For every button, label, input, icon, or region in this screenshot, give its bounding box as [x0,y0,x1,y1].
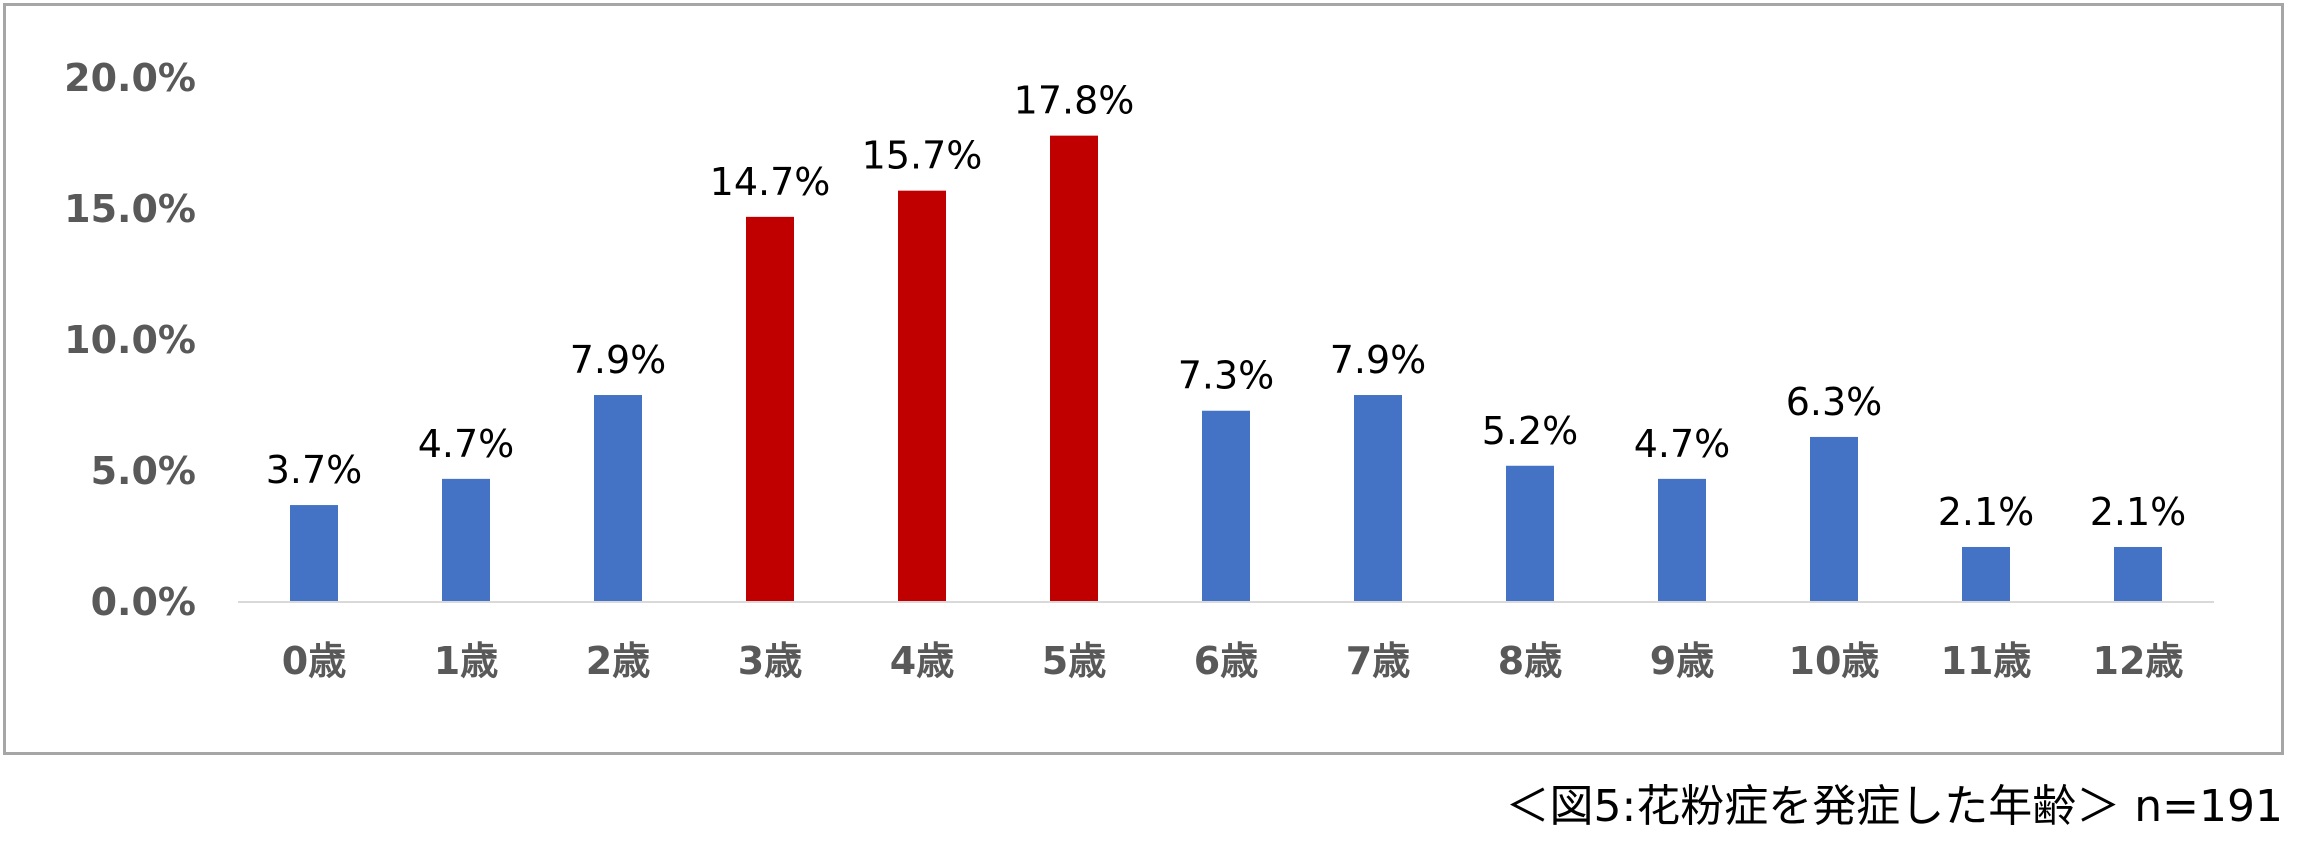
bar [1810,436,1858,602]
data-label: 3.7% [266,448,363,492]
y-axis-ticks: 0.0% 5.0% 10.0% 15.0% 20.0% [64,56,196,624]
data-label: 7.9% [570,338,667,382]
bar [898,190,946,602]
y-tick-label: 20.0% [64,56,196,100]
data-labels: 3.7% 4.7% 7.9% 14.7% 15.7% 17.8% 7.3% 7.9% 5.2% 4… [266,79,2187,534]
figure-caption: ＜図5:花粉症を発症した年齢＞ n=191 [1505,781,2283,832]
data-label: 4.7% [1634,422,1731,466]
x-tick-label: 3歳 [738,639,802,683]
bar [1658,478,1706,602]
bar [746,216,794,603]
x-tick-label: 5歳 [1042,639,1106,683]
data-label: 4.7% [418,422,515,466]
bar [1354,395,1402,602]
bars [290,135,2162,603]
y-tick-label: 10.0% [64,318,196,362]
x-tick-label: 4歳 [890,639,954,683]
bar-chart: 0.0% 5.0% 10.0% 15.0% 20.0% 3.7% 4.7% 7.9% 14.7… [64,56,2214,683]
x-tick-label: 10歳 [1789,639,1880,683]
x-tick-label: 12歳 [2093,639,2184,683]
data-label: 17.8% [1014,79,1135,123]
data-label: 14.7% [710,160,831,204]
bar [1202,410,1250,602]
y-tick-label: 15.0% [64,187,196,231]
bar [290,505,338,602]
data-label: 15.7% [862,134,983,178]
y-tick-label: 0.0% [91,580,196,624]
x-tick-label: 2歳 [586,639,650,683]
x-tick-label: 11歳 [1941,639,2032,683]
bar [1050,135,1098,602]
x-tick-label: 1歳 [434,639,498,683]
x-tick-label: 7歳 [1346,639,1410,683]
chart-frame: 0.0% 5.0% 10.0% 15.0% 20.0% 3.7% 4.7% 7.9% 14.7… [3,3,2284,755]
bar [442,478,490,602]
x-axis-ticks: 0歳 1歳 2歳 3歳 4歳 5歳 6歳 7歳 8歳 9歳 10歳 11歳 12歳 [282,639,2184,683]
data-label: 7.3% [1178,354,1275,398]
bar [594,395,642,602]
data-label: 6.3% [1786,380,1883,424]
bar [1506,465,1554,602]
data-label: 2.1% [1938,490,2035,534]
x-tick-label: 9歳 [1650,639,1714,683]
x-tick-label: 6歳 [1194,639,1258,683]
x-tick-label: 8歳 [1498,639,1562,683]
data-label: 7.9% [1330,338,1427,382]
bar [1962,546,2010,602]
data-label: 2.1% [2090,490,2187,534]
data-label: 5.2% [1482,409,1579,453]
bar [2114,546,2162,602]
y-tick-label: 5.0% [91,449,196,493]
x-tick-label: 0歳 [282,639,346,683]
